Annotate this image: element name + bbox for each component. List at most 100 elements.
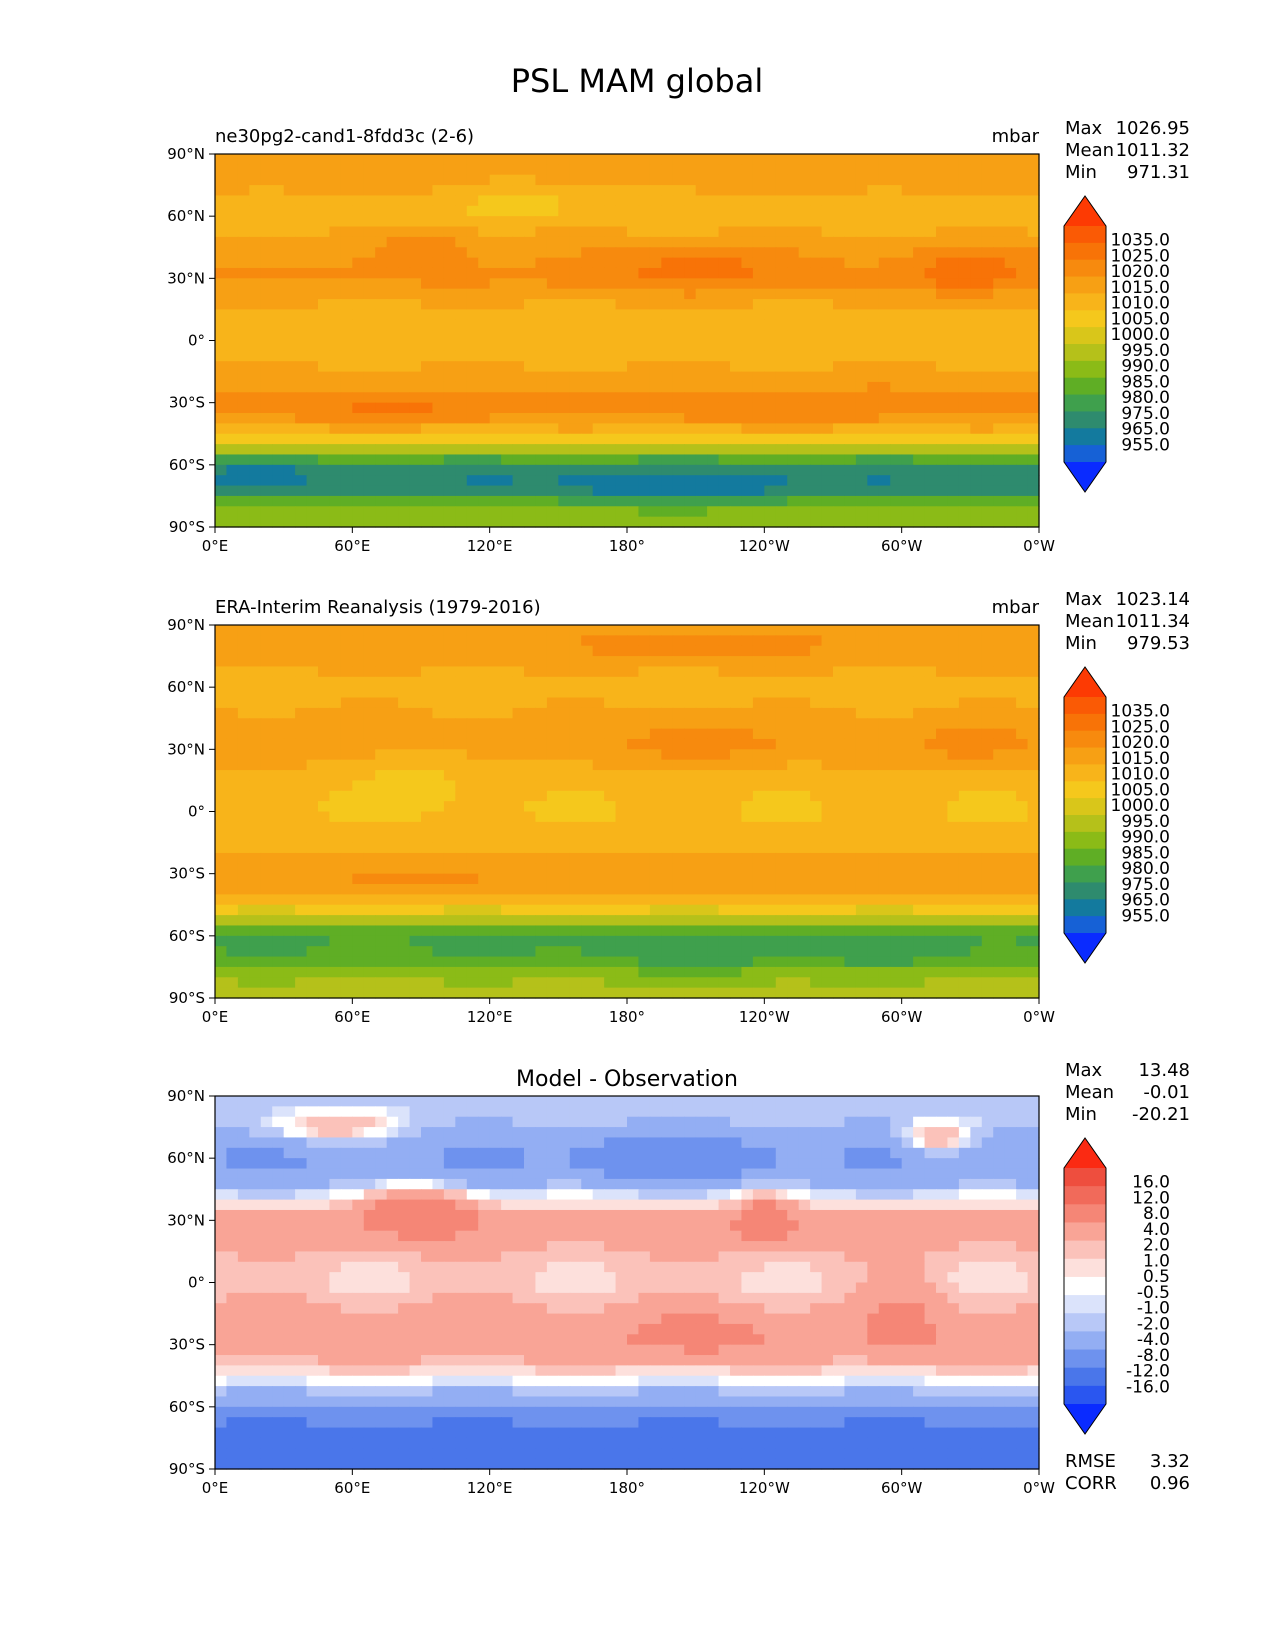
field-cell	[398, 381, 411, 393]
field-cell	[546, 821, 559, 833]
field-cell	[672, 676, 685, 688]
field-cell	[649, 832, 662, 844]
field-cell	[432, 340, 445, 352]
field-cell	[1016, 801, 1029, 813]
field-cell	[1027, 413, 1040, 424]
field-cell	[638, 935, 651, 947]
field-cell	[318, 728, 331, 740]
field-cell	[958, 904, 971, 916]
field-cell	[375, 423, 388, 435]
field-cell	[226, 738, 239, 750]
field-cell	[1016, 894, 1029, 906]
field-cell	[524, 454, 537, 466]
field-cell	[283, 413, 296, 424]
field-cell	[455, 174, 468, 186]
field-cell	[237, 759, 250, 771]
field-cell	[833, 935, 846, 947]
field-cell	[558, 821, 571, 833]
field-cell	[924, 444, 937, 456]
field-cell	[913, 666, 926, 678]
field-cell	[936, 790, 949, 802]
field-cell	[901, 475, 914, 487]
field-cell	[627, 676, 640, 688]
field-cell	[981, 154, 994, 165]
field-cell	[398, 516, 411, 528]
field-cell	[386, 625, 399, 636]
field-cell	[421, 832, 434, 844]
field-cell	[1016, 257, 1029, 269]
field-cell	[226, 371, 239, 383]
field-cell	[878, 935, 891, 947]
field-cell	[569, 205, 582, 217]
field-cell	[947, 299, 960, 311]
field-cell	[1027, 749, 1040, 761]
field-cell	[398, 236, 411, 248]
field-cell	[558, 299, 571, 311]
field-cell	[512, 185, 525, 197]
field-cell	[340, 811, 353, 823]
field-cell	[833, 309, 846, 321]
field-cell	[386, 635, 399, 647]
field-cell	[524, 485, 537, 497]
field-cell	[535, 423, 548, 435]
field-cell	[512, 299, 525, 311]
field-cell	[741, 205, 754, 217]
field-cell	[878, 392, 891, 404]
field-cell	[798, 625, 811, 636]
field-cell	[592, 759, 605, 771]
field-cell	[432, 697, 445, 709]
field-cell	[672, 402, 685, 414]
field-cell	[215, 309, 228, 321]
field-cell	[798, 319, 811, 331]
field-cell	[752, 309, 765, 321]
field-cell	[581, 749, 594, 761]
field-cell	[833, 904, 846, 916]
field-cell	[661, 925, 674, 937]
field-cell	[558, 444, 571, 456]
field-cell	[524, 299, 537, 311]
field-cell	[443, 718, 456, 730]
field-cell	[981, 687, 994, 699]
field-cell	[1016, 350, 1029, 362]
field-cell	[752, 516, 765, 528]
field-cell	[993, 506, 1006, 518]
field-cell	[1027, 506, 1040, 518]
field-cell	[1016, 413, 1029, 424]
field-cell	[340, 454, 353, 466]
field-cell	[958, 247, 971, 259]
field-cell	[901, 821, 914, 833]
field-cell	[718, 185, 731, 197]
field-cell	[787, 625, 800, 636]
field-cell	[443, 687, 456, 699]
field-cell	[833, 164, 846, 176]
field-cell	[592, 863, 605, 875]
field-cell	[546, 506, 559, 518]
field-cell	[272, 216, 285, 228]
field-cell	[901, 635, 914, 647]
field-cell	[215, 247, 228, 259]
field-cell	[855, 154, 868, 165]
field-cell	[592, 392, 605, 404]
field-cell	[993, 915, 1006, 927]
field-cell	[947, 361, 960, 373]
field-cell	[695, 319, 708, 331]
field-cell	[524, 697, 537, 709]
field-cell	[569, 164, 582, 176]
field-cell	[283, 915, 296, 927]
field-cell	[249, 832, 262, 844]
field-cell	[958, 697, 971, 709]
field-cell	[890, 485, 903, 497]
field-cell	[398, 832, 411, 844]
field-cell	[501, 738, 514, 750]
field-cell	[489, 873, 502, 885]
field-cell	[421, 495, 434, 507]
field-cell	[672, 749, 685, 761]
field-cell	[833, 894, 846, 906]
field-cell	[924, 392, 937, 404]
field-cell	[581, 257, 594, 269]
field-cell	[924, 821, 937, 833]
field-cell	[375, 433, 388, 445]
field-cell	[661, 371, 674, 383]
field-cell	[730, 656, 743, 668]
field-cell	[363, 381, 376, 393]
